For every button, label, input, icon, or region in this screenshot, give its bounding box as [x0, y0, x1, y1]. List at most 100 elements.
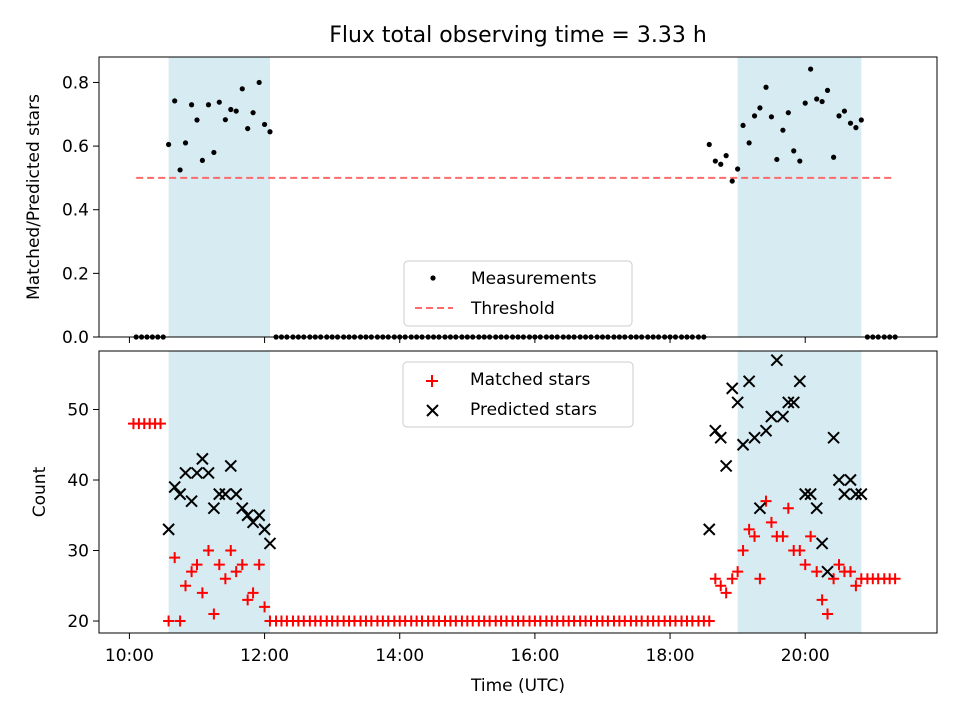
top-legend-box [403, 260, 633, 327]
predicted-star-points [162, 353, 868, 578]
matched-point [259, 601, 271, 613]
matched-point [196, 587, 208, 599]
measurement-point [819, 98, 825, 105]
matched-point [219, 573, 231, 585]
legend-threshold-label: Threshold [470, 299, 555, 319]
matched-point [169, 552, 181, 564]
matched-point [782, 502, 794, 514]
measurement-point [814, 96, 820, 102]
matched-point [715, 580, 727, 592]
predicted-point [849, 487, 863, 501]
measurement-point [250, 110, 256, 116]
measurement-point [166, 141, 172, 148]
matched-point [732, 566, 744, 578]
predicted-point [714, 431, 727, 444]
predicted-point [810, 502, 823, 515]
measurement-point [723, 153, 729, 159]
predicted-point [703, 523, 716, 536]
matched-star-points [127, 418, 901, 627]
top-axes-frame [98, 56, 938, 338]
x-tick-label: 16:00 [510, 646, 559, 666]
measurement-point [261, 121, 268, 128]
measurement-point [239, 86, 245, 92]
x-tick-label: 14:00 [375, 646, 424, 666]
matched-point [889, 573, 901, 585]
measurement-point [740, 122, 746, 129]
matched-point [703, 615, 715, 627]
measurement-point [746, 140, 752, 146]
predicted-point [173, 487, 187, 501]
bottom-x-ticks: 10:00 12:00 14:00 16:00 18:00 20:00 [105, 633, 830, 666]
measurement-point [182, 140, 189, 146]
predicted-point [241, 509, 254, 522]
x-tick-label: 20:00 [781, 646, 830, 666]
predicted-point [190, 466, 204, 480]
measurement-point [712, 158, 718, 164]
matched-point [777, 530, 789, 542]
y-tick-label: 0.6 [62, 137, 89, 157]
matched-point [844, 566, 856, 578]
predicted-point [709, 424, 722, 437]
predicted-point [196, 452, 209, 466]
measurement-point [706, 141, 712, 148]
legend-measurements-label: Measurements [471, 269, 597, 289]
predicted-point [844, 473, 857, 487]
matched-point [202, 545, 214, 557]
predicted-point [207, 502, 221, 515]
matched-point [743, 523, 755, 535]
predicted-point [770, 353, 784, 367]
measurement-point [718, 161, 724, 167]
predicted-point [202, 466, 215, 480]
measurement-point [735, 166, 741, 172]
measurement-point [245, 125, 251, 132]
measurement-point [824, 87, 831, 94]
matched-point [213, 559, 225, 571]
matched-point [749, 530, 761, 542]
measurement-point [228, 106, 234, 113]
x-tick-label: 10:00 [105, 646, 154, 666]
matched-point [765, 516, 777, 528]
predicted-point [832, 473, 846, 487]
measurement-point [233, 108, 239, 114]
measurement-points [133, 66, 898, 340]
measurement-point [797, 158, 803, 164]
top-y-ticks: 0.0 0.2 0.4 0.6 0.8 [62, 73, 99, 348]
predicted-point [838, 487, 851, 501]
legend-matched-marker [426, 375, 438, 387]
measurement-point [858, 117, 864, 123]
matched-point [754, 573, 766, 585]
chart-title: Flux total observing time = 3.33 h [329, 23, 707, 48]
matched-point [726, 573, 738, 585]
measurement-point [216, 99, 222, 105]
matched-point [805, 530, 817, 542]
legend-matched-label: Matched stars [470, 370, 590, 390]
top-panel: 0.00.20.40.60.8 Matched/Predicted stars … [24, 56, 938, 348]
top-legend: Measurements Threshold [403, 260, 633, 327]
predicted-point [224, 459, 237, 473]
top-x-ticks [128, 337, 806, 343]
predicted-point [258, 523, 271, 536]
matched-point [191, 559, 203, 571]
predicted-point [782, 396, 795, 409]
predicted-point [736, 438, 750, 451]
matched-point [236, 559, 248, 571]
matched-point [253, 559, 265, 571]
measurement-point [802, 100, 808, 106]
measurement-point [763, 84, 769, 90]
matched-point [154, 418, 166, 430]
measurement-point [199, 157, 205, 164]
measurement-point [831, 154, 837, 160]
matched-point [225, 545, 237, 557]
predicted-point [742, 375, 756, 388]
predicted-point [229, 487, 243, 501]
measurement-point [836, 113, 842, 119]
measurement-point [847, 120, 854, 126]
measurement-point [194, 117, 200, 123]
measurement-point [791, 148, 797, 154]
measurement-point [205, 102, 212, 108]
matched-point [186, 566, 198, 578]
measurement-point [177, 167, 183, 173]
matched-point [737, 545, 749, 557]
